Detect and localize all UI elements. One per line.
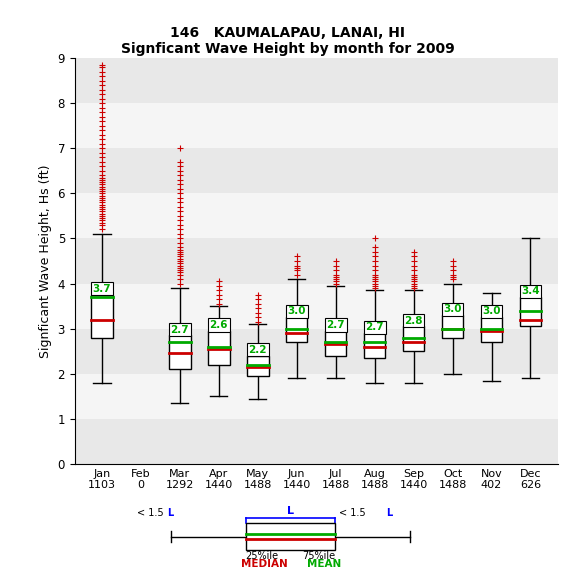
Bar — [481, 317, 502, 342]
Bar — [75, 374, 558, 419]
Bar — [91, 295, 113, 338]
Bar — [208, 331, 229, 365]
Bar — [325, 331, 347, 356]
Text: 2.7: 2.7 — [327, 320, 345, 330]
Text: 3.0: 3.0 — [443, 304, 462, 314]
Text: L: L — [386, 508, 392, 518]
Text: MEAN: MEAN — [307, 559, 341, 568]
Text: 2.7: 2.7 — [365, 322, 384, 332]
Bar — [75, 419, 558, 464]
Bar — [286, 317, 308, 342]
Text: 75%ile: 75%ile — [302, 551, 335, 561]
Text: < 1.5: < 1.5 — [137, 508, 167, 518]
Text: 2.2: 2.2 — [248, 345, 267, 355]
Bar — [364, 333, 385, 358]
Text: 25%ile: 25%ile — [246, 551, 279, 561]
Bar — [75, 103, 558, 148]
Bar — [246, 523, 335, 550]
Text: 3.0: 3.0 — [482, 306, 501, 317]
Text: 2.7: 2.7 — [171, 325, 189, 335]
Text: 3.4: 3.4 — [521, 286, 540, 296]
Text: 2.6: 2.6 — [210, 320, 228, 330]
Text: MEDIAN: MEDIAN — [241, 559, 288, 568]
Text: 146   KAUMALAPAU, LANAI, HI: 146 KAUMALAPAU, LANAI, HI — [170, 26, 405, 40]
Bar — [403, 327, 424, 351]
Text: Signficant Wave Height by month for 2009: Signficant Wave Height by month for 2009 — [121, 42, 454, 56]
Bar — [169, 335, 191, 369]
Bar — [75, 284, 558, 329]
Bar — [75, 329, 558, 374]
Bar — [75, 58, 558, 103]
Text: 3.0: 3.0 — [288, 306, 306, 317]
Bar — [247, 356, 269, 376]
Text: L: L — [167, 508, 173, 518]
Bar — [75, 148, 558, 193]
Text: 3.7: 3.7 — [93, 284, 112, 294]
Text: 2.8: 2.8 — [404, 316, 423, 325]
Text: L: L — [287, 506, 294, 516]
Bar — [520, 297, 541, 327]
Bar — [75, 193, 558, 238]
Bar — [75, 238, 558, 284]
Y-axis label: Signficant Wave Height, Hs (ft): Signficant Wave Height, Hs (ft) — [39, 164, 52, 358]
Text: < 1.5: < 1.5 — [339, 508, 369, 518]
Bar — [442, 315, 463, 338]
